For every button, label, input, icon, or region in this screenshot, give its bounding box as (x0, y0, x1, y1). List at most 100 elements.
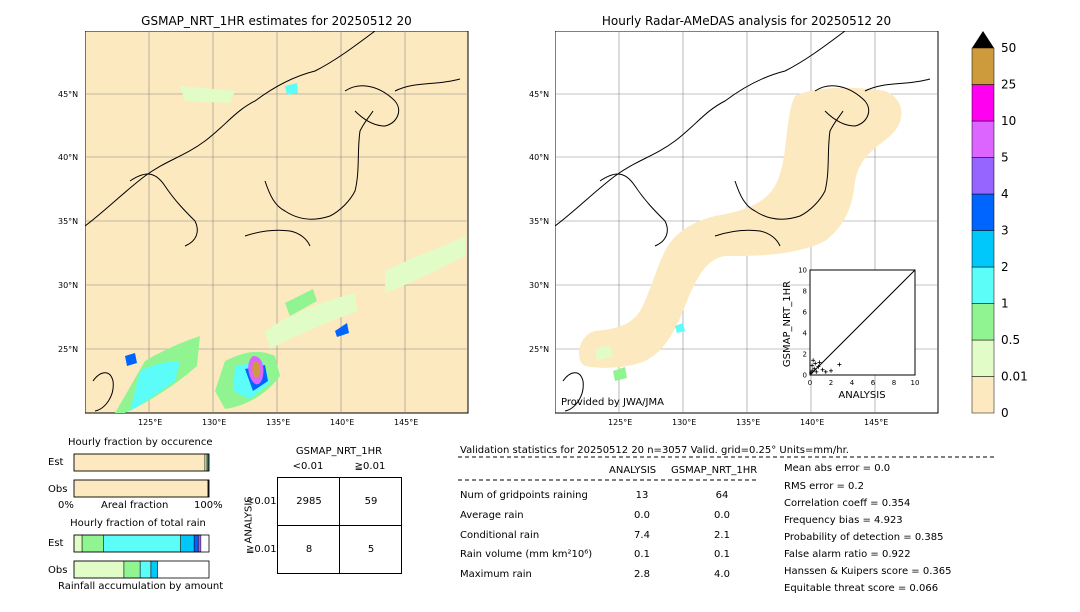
colorbar-extend-arrow (972, 31, 994, 48)
fraction-row-frame (73, 479, 210, 498)
fraction-occurrence-chart (73, 453, 210, 498)
right-lon-label: 135°E (736, 418, 761, 427)
left-map-rain (115, 83, 465, 413)
left-map (85, 31, 469, 414)
occurrence-axis-right: 100% (194, 500, 223, 511)
total-bars (73, 534, 210, 579)
right-lon-label: 145°E (864, 418, 889, 427)
contingency-cell: 2985 (296, 496, 322, 507)
validation-header: Validation statistics for 20250512 20 n=… (460, 445, 849, 456)
fraction-segment (81, 534, 104, 553)
score-line: RMS error = 0.2 (784, 481, 864, 492)
left-lat-label: 25°N (58, 345, 79, 354)
colorbar-band (971, 193, 995, 231)
fraction-segment (103, 534, 181, 553)
validation-row-label: Maximum rain (460, 569, 532, 580)
scatter-xlabel: ANALYSIS (838, 390, 885, 401)
fraction-total-title: Hourly fraction of total rain (70, 518, 206, 529)
scatter-y-tick-label: 2 (803, 351, 807, 359)
scatter-x-tick-label: 2 (829, 379, 833, 387)
score-line: Hanssen & Kuipers score = 0.365 (784, 566, 952, 577)
scatter-x-ticks: 0 2 4 6 8 10 (808, 379, 920, 387)
validation-row-analysis: 0.1 (634, 549, 650, 560)
right-lon-label: 130°E (672, 418, 697, 427)
right-lon-label: 140°E (800, 418, 825, 427)
colorbar-label: 2 (1001, 260, 1009, 274)
right-lat-label: 40°N (529, 153, 550, 162)
validation-row-gsmap: 0.1 (714, 549, 730, 560)
colorbar-label: 1 (1001, 297, 1009, 311)
fraction-segment (204, 453, 208, 472)
scatter-point (812, 366, 817, 371)
validation-rules (458, 456, 996, 481)
colorbar-band (971, 47, 995, 85)
contingency-cell: 59 (364, 496, 378, 507)
left-lon-label: 145°E (394, 418, 419, 427)
colorbar-label: 25 (1001, 78, 1016, 92)
contingency-col-header: <0.01 (292, 461, 324, 472)
scatter-point (817, 360, 822, 365)
scatter-y-tick-label: 8 (803, 288, 807, 296)
validation-row-gsmap: 2.1 (714, 530, 730, 541)
right-lat-label: 30°N (529, 281, 550, 290)
score-line: Probability of detection = 0.385 (784, 532, 944, 543)
fraction-occurrence-title: Hourly fraction by occurence (68, 437, 213, 448)
left-map-coast (85, 31, 461, 412)
fraction-segment (193, 534, 199, 553)
validation-row-analysis: 2.8 (634, 569, 650, 580)
right-map-coverage (579, 87, 902, 381)
colorbar-band (971, 266, 995, 304)
colorbar-band (971, 120, 995, 158)
colorbar-label: 4 (1001, 187, 1009, 201)
left-lon-label: 140°E (330, 418, 355, 427)
right-map-coast (555, 31, 931, 412)
colorbar-label: 10 (1001, 114, 1016, 128)
scatter-point (816, 364, 821, 369)
occurrence-axis-mid: Areal fraction (101, 500, 169, 511)
validation-col-analysis: ANALYSIS (609, 465, 657, 476)
scatter-point (809, 370, 814, 375)
colorbar-label: 50 (1001, 41, 1016, 55)
validation-row-gsmap: 4.0 (714, 569, 730, 580)
fraction-segment (180, 534, 195, 553)
validation-row-label: Conditional rain (460, 530, 540, 541)
scatter-point (813, 361, 818, 366)
colorbar-band (971, 230, 995, 268)
left-lat-label: 35°N (58, 217, 79, 226)
occurrence-axis-left: 0% (58, 500, 74, 511)
colorbar-band (971, 339, 995, 377)
validation-row-gsmap: 64 (715, 490, 729, 501)
scatter-y-tick-label: 10 (798, 267, 807, 275)
scatter-ylabel: GSMAP_NRT_1HR (782, 281, 793, 367)
colorbar-band (971, 303, 995, 341)
contingency-row-header: <0.01 (246, 496, 277, 507)
validation-row-label: Num of gridpoints raining (460, 490, 588, 501)
colorbar-label: 3 (1001, 224, 1009, 238)
scatter-points (809, 358, 842, 375)
right-lat-label: 25°N (529, 345, 550, 354)
scatter-point (810, 363, 815, 368)
scatter-point (823, 369, 828, 374)
scatter-point (837, 362, 842, 367)
right-map-title: Hourly Radar-AMeDAS analysis for 2025051… (601, 14, 892, 28)
validation-row-label: Rain volume (mm km²10⁶) (460, 549, 593, 560)
validation-row-analysis: 0.0 (634, 510, 650, 521)
right-lat-label: 45°N (529, 90, 550, 99)
contingency-cell: 5 (367, 544, 375, 555)
fraction-segment (150, 560, 158, 579)
scatter-point (820, 367, 825, 372)
scatter-x-tick-label: 10 (911, 379, 920, 387)
occurrence-row-label-obs: Obs (48, 484, 68, 495)
colorbar-band (971, 157, 995, 195)
fraction-row-frame (73, 453, 210, 472)
scatter-point (811, 358, 816, 363)
left-lon-label: 135°E (266, 418, 291, 427)
contingency-col-header: ≧0.01 (354, 461, 386, 472)
colorbar-bands (971, 31, 995, 414)
colorbar-band (971, 84, 995, 122)
scatter-y-ticks: 0 2 4 6 8 10 (798, 267, 807, 380)
scatter-x-tick-label: 6 (871, 379, 876, 387)
data-credit: Provided by JWA/JMA (561, 397, 664, 408)
contingency-grid (277, 477, 402, 574)
colorbar-labels: 0 0.01 0.5 1 2 3 4 5 10 25 50 (1001, 41, 1028, 420)
